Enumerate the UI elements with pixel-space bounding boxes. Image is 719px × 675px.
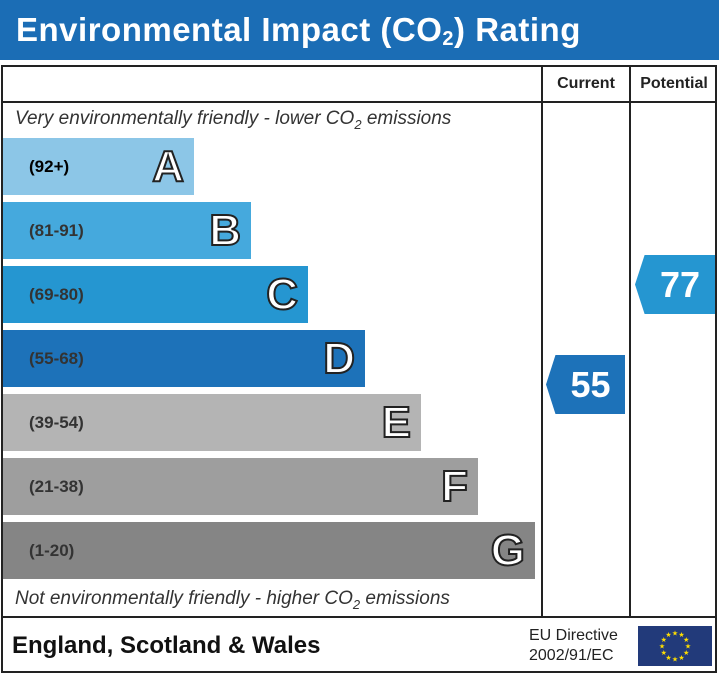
page-title: Environmental Impact (CO2) Rating xyxy=(0,0,719,60)
band-bar-c: (69-80) C xyxy=(3,266,308,323)
band-bar-f: (21-38) F xyxy=(3,458,478,515)
top-note-sub: 2 xyxy=(354,116,362,132)
band-range: (21-38) xyxy=(29,477,84,496)
star-icon: ★ xyxy=(678,654,684,662)
band-range: (69-80) xyxy=(29,285,84,304)
potential-rating-arrow: 77 xyxy=(635,255,715,314)
band-letter: D xyxy=(322,333,356,384)
footer-divider xyxy=(1,616,717,618)
top-note-text: Very environmentally friendly - lower CO xyxy=(15,108,355,129)
top-note: Very environmentally friendly - lower CO… xyxy=(15,108,451,132)
header-divider xyxy=(1,101,717,103)
band-range: (1-20) xyxy=(29,541,75,560)
directive-line2: 2002/91/EC xyxy=(529,647,614,664)
band-range: (92+) xyxy=(29,157,70,176)
star-icon: ★ xyxy=(665,631,671,639)
star-icon: ★ xyxy=(683,649,689,657)
band-bar-e: (39-54) E xyxy=(3,394,421,451)
column-divider xyxy=(629,65,631,617)
star-icon: ★ xyxy=(659,643,665,651)
title-subscript: 2 xyxy=(442,28,455,50)
potential-column-header: Potential xyxy=(640,75,708,92)
bottom-note: Not environmentally friendly - higher CO… xyxy=(15,588,450,612)
band-letter: B xyxy=(208,205,242,256)
star-icon: ★ xyxy=(685,643,691,651)
band-letter: G xyxy=(490,525,526,576)
current-column-header: Current xyxy=(557,75,615,92)
band-bar-b: (81-91) B xyxy=(3,202,251,259)
eu-directive: EU Directive 2002/91/EC xyxy=(529,626,618,666)
current-rating-arrow: 55 xyxy=(546,355,625,414)
band-range: (81-91) xyxy=(29,221,84,240)
band-bar-a: (92+) A xyxy=(3,138,194,195)
star-icon: ★ xyxy=(672,630,678,638)
column-divider xyxy=(541,65,543,617)
star-icon: ★ xyxy=(661,636,667,644)
title-text: Environmental Impact (CO xyxy=(16,11,443,48)
band-range: (55-68) xyxy=(29,349,84,368)
star-icon: ★ xyxy=(678,631,684,639)
band-letter: A xyxy=(151,141,185,192)
bottom-note-text: Not environmentally friendly - higher CO xyxy=(15,588,353,609)
band-letter: F xyxy=(440,461,469,512)
band-bar-g: (1-20) G xyxy=(3,522,535,579)
star-icon: ★ xyxy=(665,654,671,662)
star-icon: ★ xyxy=(683,636,689,644)
star-icon: ★ xyxy=(661,649,667,657)
region-label: England, Scotland & Wales xyxy=(12,632,321,659)
bottom-note-sub: 2 xyxy=(352,596,361,612)
band-bar-d: (55-68) D xyxy=(3,330,365,387)
rating-table xyxy=(1,65,717,673)
top-note-end: emissions xyxy=(361,108,452,129)
star-icon: ★ xyxy=(672,656,678,664)
band-letter: C xyxy=(265,269,299,320)
band-range: (39-54) xyxy=(29,413,84,432)
band-letter: E xyxy=(381,397,412,448)
directive-line1: EU Directive xyxy=(529,627,618,644)
bottom-note-end: emissions xyxy=(360,588,450,609)
title-text-end: ) Rating xyxy=(454,11,581,48)
eu-flag-icon: ★★★★★★★★★ ★ ★★ xyxy=(638,626,712,666)
